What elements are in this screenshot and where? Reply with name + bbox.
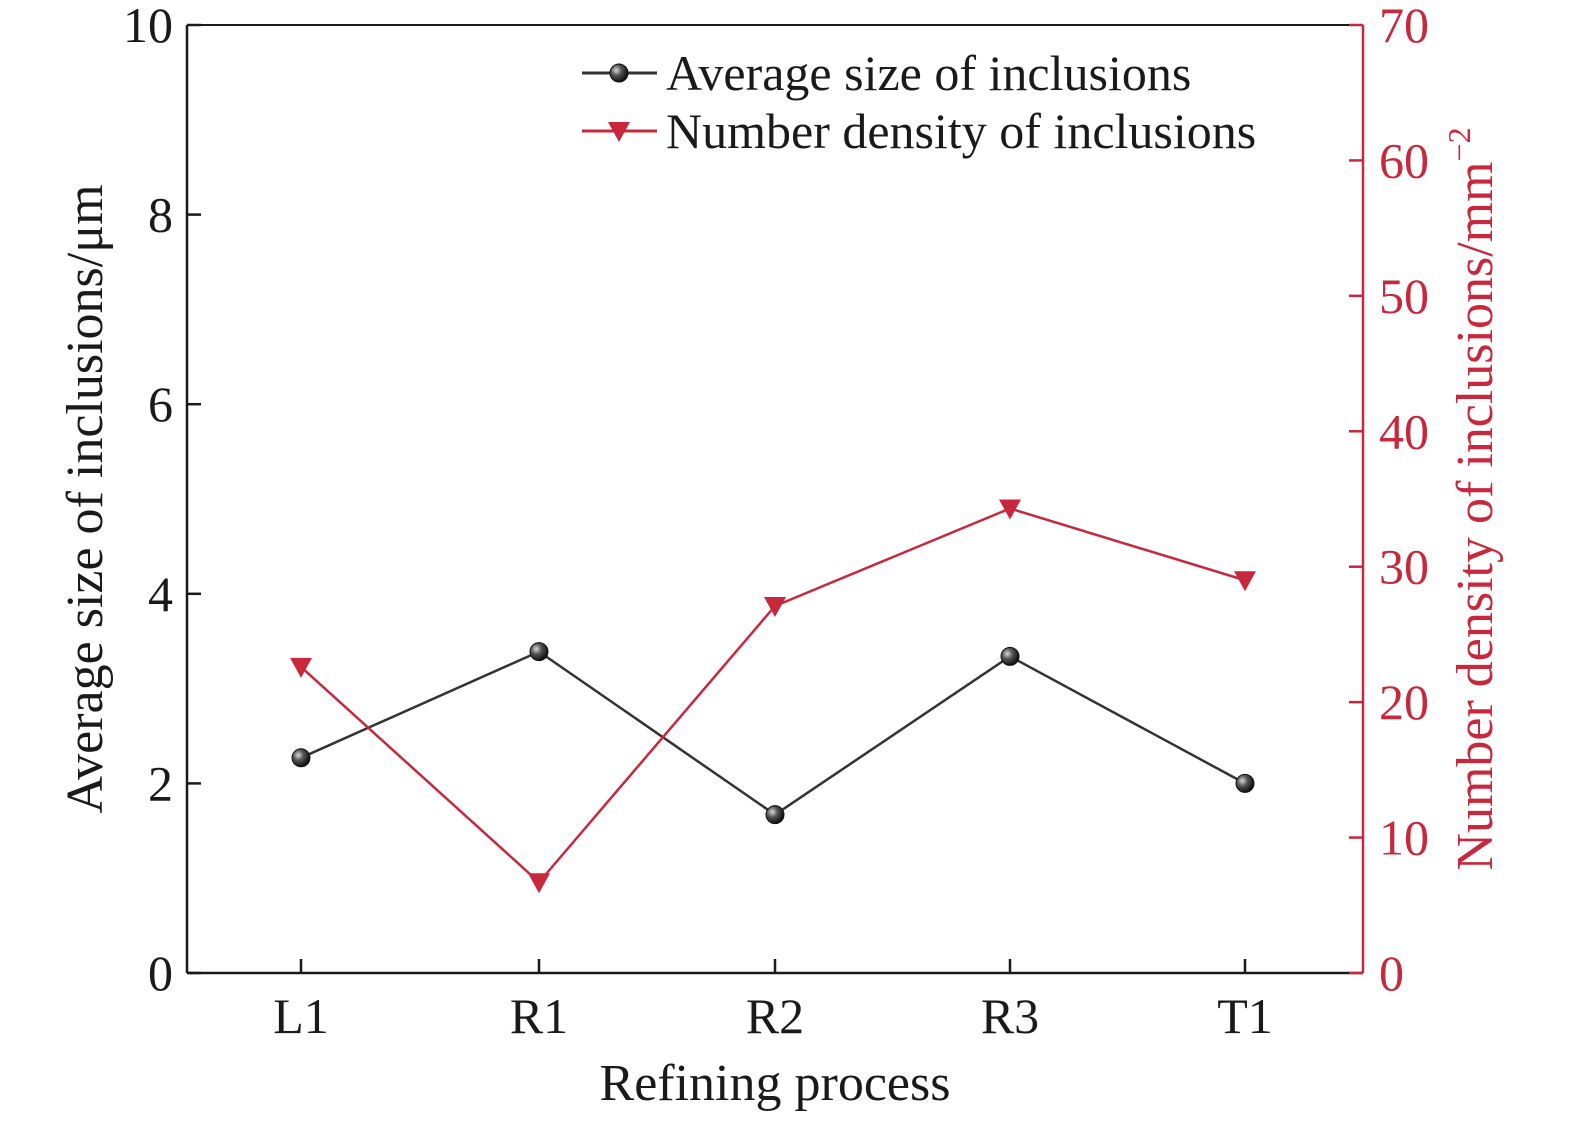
data-point-number-density	[290, 657, 312, 678]
legend-label-number-density: Number density of inclusions	[666, 103, 1256, 159]
series-line-average-size	[300, 650, 1246, 817]
legend-marker-number-density	[608, 122, 630, 142]
left-y-tick-label: 2	[148, 755, 173, 811]
right-y-tick-label: 40	[1379, 403, 1429, 459]
x-tick-label: T1	[1217, 988, 1273, 1044]
right-y-axis-title-superscript: −2	[1441, 127, 1477, 161]
data-point-number-density	[528, 873, 550, 894]
left-y-axis-ticks: 0 2 4 6 8 10	[123, 0, 201, 1001]
data-point-number-density	[999, 499, 1021, 520]
right-y-tick-label: 70	[1379, 0, 1429, 53]
right-y-tick-label: 10	[1379, 810, 1429, 866]
left-y-tick-label: 4	[148, 566, 173, 622]
right-y-axis-title: Number density of inclusions/mm−2	[1441, 127, 1504, 870]
legend: Average size of inclusions Number densit…	[582, 45, 1256, 159]
right-y-tick-label: 60	[1379, 132, 1429, 188]
right-y-tick-label: 50	[1379, 268, 1429, 324]
data-point-average-size	[1000, 646, 1020, 666]
legend-marker-average-size	[609, 63, 629, 83]
x-tick-label: R2	[746, 988, 804, 1044]
data-point-average-size	[529, 642, 549, 662]
right-y-tick-label: 0	[1379, 945, 1404, 1001]
left-y-axis-title: Average size of inclusions/μm	[57, 184, 114, 813]
x-tick-label: L1	[273, 988, 329, 1044]
right-y-axis-ticks: 0 10 20 30 40 50 60 70	[1349, 0, 1429, 1001]
left-y-tick-label: 8	[148, 187, 173, 243]
left-y-tick-label: 0	[148, 945, 173, 1001]
left-y-tick-label: 10	[123, 0, 173, 53]
data-point-number-density	[1234, 571, 1256, 592]
x-tick-label: R1	[510, 988, 568, 1044]
data-point-average-size	[291, 748, 311, 768]
right-y-tick-label: 20	[1379, 674, 1429, 730]
x-axis-ticks: L1 R1 R2 R3 T1	[273, 959, 1273, 1044]
data-point-number-density	[764, 596, 786, 617]
right-y-axis-title-main: Number density of inclusions/mm	[1447, 161, 1504, 870]
x-tick-label: R3	[981, 988, 1039, 1044]
data-point-average-size	[1235, 773, 1255, 793]
data-point-average-size	[765, 805, 785, 825]
left-y-tick-label: 6	[148, 376, 173, 432]
legend-label-average-size: Average size of inclusions	[666, 45, 1191, 101]
right-y-tick-label: 30	[1379, 539, 1429, 595]
series-layer	[290, 499, 1256, 894]
x-axis-title: Refining process	[600, 1055, 951, 1112]
